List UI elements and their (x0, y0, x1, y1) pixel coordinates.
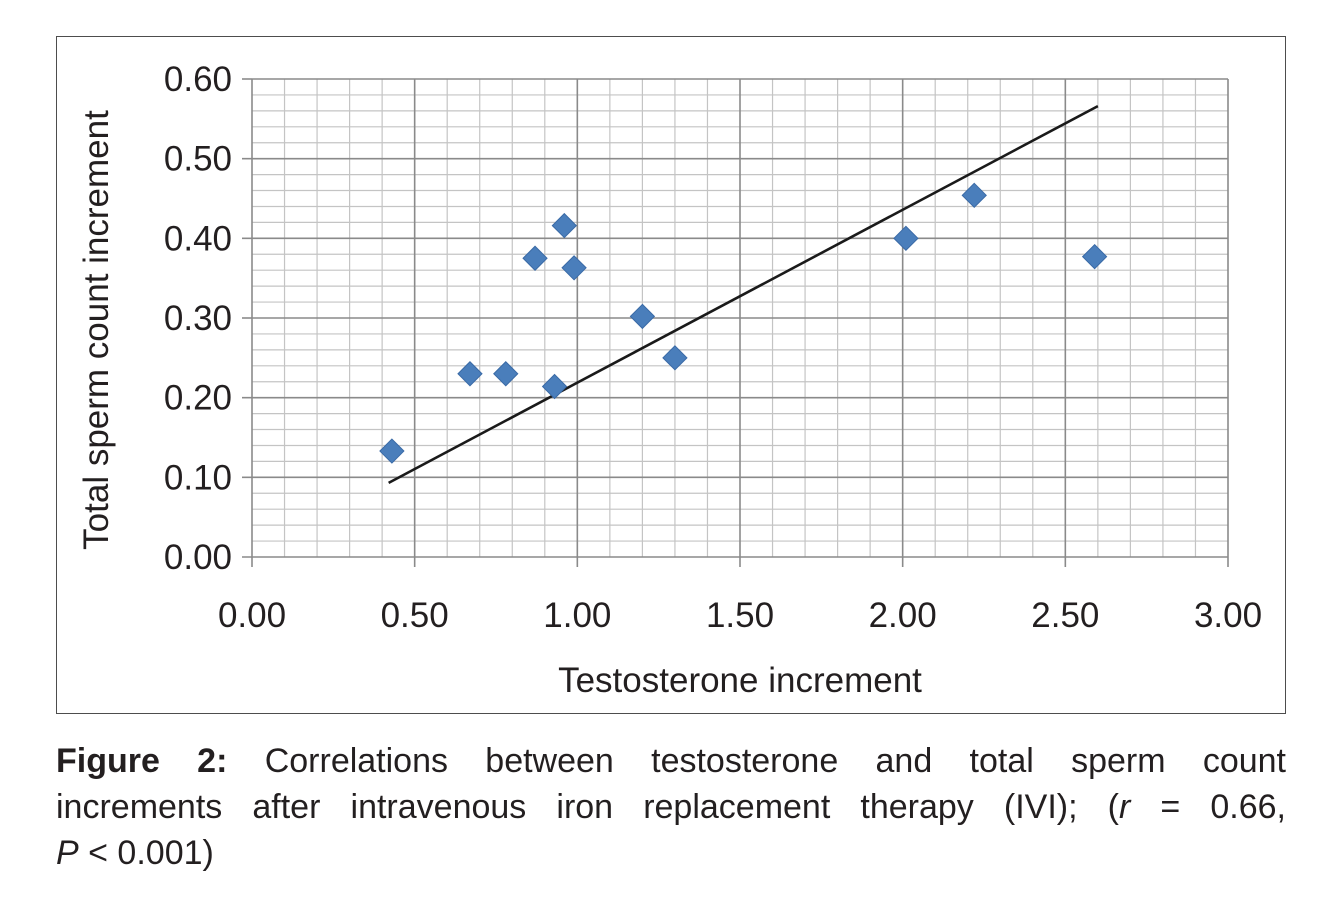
caption-line-3: P < 0.001) (56, 830, 1286, 876)
x-tick-label: 0.00 (218, 596, 286, 635)
y-axis-label: Total sperm count increment (77, 110, 116, 550)
caption-figure-label: Figure 2: (56, 742, 228, 780)
data-point (662, 345, 688, 371)
y-tick-label: 0.20 (164, 379, 232, 418)
caption-p-symbol: P (56, 834, 79, 872)
caption-line-1: Figure 2: Correlations between testoster… (56, 738, 1286, 784)
data-point (551, 212, 578, 239)
data-point (629, 303, 656, 330)
data-point (541, 373, 568, 400)
data-point (457, 361, 483, 387)
x-tick-label: 0.50 (381, 596, 449, 635)
data-point (522, 245, 548, 271)
scatter-chart: 0.00 0.10 0.20 0.30 0.40 0.50 0.60 0.00 0.50 1.00… (77, 60, 1262, 700)
y-tick-label: 0.40 (164, 219, 232, 258)
caption-text-2: increments after intravenous iron replac… (56, 788, 1119, 826)
data-point (493, 361, 519, 387)
x-tick-label: 2.50 (1031, 596, 1099, 635)
x-tick-label: 1.00 (543, 596, 611, 635)
caption-text-3: = 0.66, (1130, 788, 1286, 826)
data-point (893, 225, 919, 252)
y-tick-label: 0.50 (164, 140, 232, 179)
trendline (388, 104, 1099, 485)
data-point (1081, 243, 1108, 270)
data-point (379, 438, 405, 464)
y-tick-label: 0.00 (164, 538, 232, 577)
x-tick-label: 1.50 (706, 596, 774, 635)
y-tick-label: 0.60 (164, 60, 232, 99)
caption-text-4: < 0.001) (78, 834, 214, 872)
x-tick-label: 2.00 (869, 596, 937, 635)
y-tick-label: 0.10 (164, 458, 232, 497)
caption-text-1: Correlations between testosterone and to… (227, 742, 1286, 780)
data-point (961, 182, 987, 209)
x-tick-label: 3.00 (1194, 596, 1262, 635)
y-tick-label: 0.30 (164, 299, 232, 338)
x-axis-label: Testosterone increment (558, 661, 922, 700)
chart-frame (56, 36, 1286, 714)
caption-line-2: increments after intravenous iron replac… (56, 784, 1286, 830)
caption-r-symbol: r (1118, 788, 1131, 826)
data-point (561, 255, 587, 281)
figure-caption: Figure 2: Correlations between testoster… (56, 738, 1286, 876)
